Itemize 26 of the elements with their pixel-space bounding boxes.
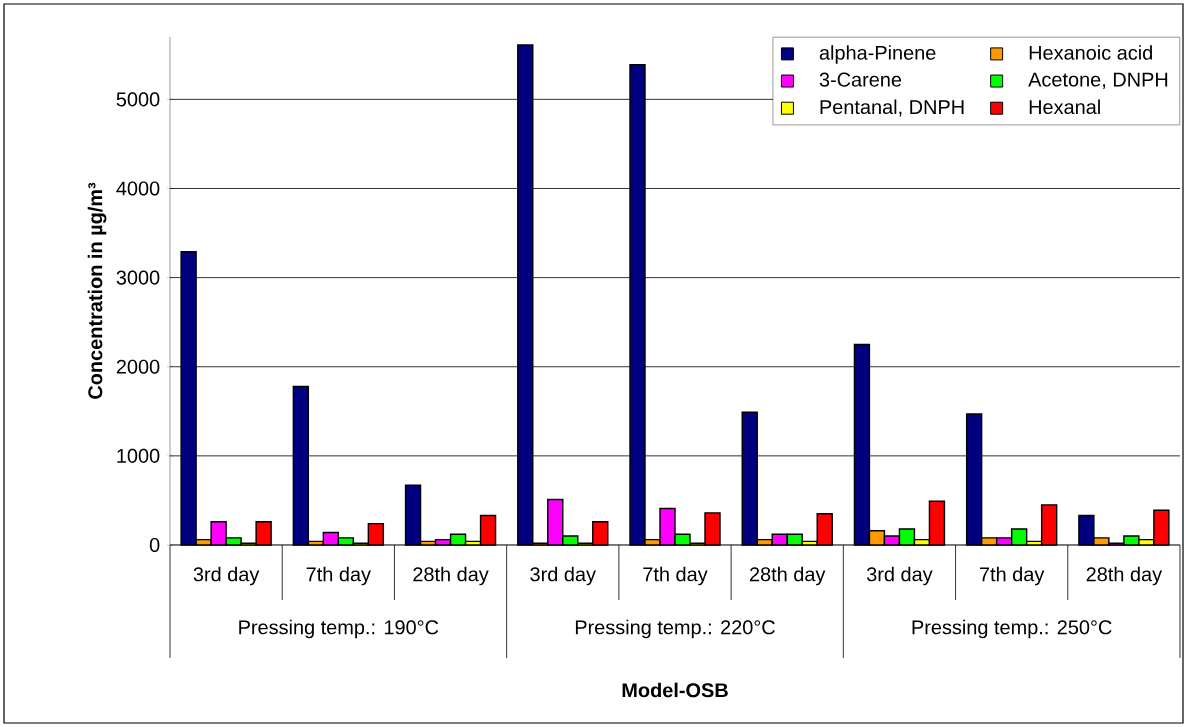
legend-label: Hexanal xyxy=(1029,99,1100,115)
x-tick-label: 3rd day xyxy=(866,566,933,586)
x-tick-label: 28th day xyxy=(413,566,489,586)
legend-label: Pentanal, DNPH xyxy=(820,99,964,117)
y-tick-label: 2000 xyxy=(116,359,160,374)
text: Pressing temp.: 250°C xyxy=(912,619,1112,639)
x-tick-label: 3rd day xyxy=(530,566,596,586)
y-tick-label: 1000 xyxy=(117,448,160,463)
x-tick-label: 7th day xyxy=(306,566,371,586)
legend-label: Hexanoic acid xyxy=(1029,45,1152,60)
x-tick-label: 7th day xyxy=(980,566,1045,586)
x-tick-label: 28th day xyxy=(1086,566,1163,586)
text: Pressing temp.: 220°C xyxy=(575,619,775,639)
x-tick-label: 3rd day xyxy=(193,566,260,586)
legend-label: alpha-Pinene xyxy=(819,45,936,64)
legend-label: Acetone, DNPH xyxy=(1028,72,1168,89)
y-tick-label: 3000 xyxy=(116,270,160,285)
x-tick-label: 7th day xyxy=(643,566,708,586)
y-axis-title: Concentration in µg/m³ xyxy=(87,182,107,399)
text: Pressing temp.: 190°C xyxy=(239,619,439,639)
legend-label: 3-Carene xyxy=(819,72,902,87)
y-tick-label: 5000 xyxy=(116,92,160,107)
y-tick-label: 4000 xyxy=(116,181,160,196)
x-axis-title: Model-OSB xyxy=(622,682,728,698)
x-tick-label: 28th day xyxy=(750,566,826,586)
y-tick-label: 0 xyxy=(149,537,160,553)
